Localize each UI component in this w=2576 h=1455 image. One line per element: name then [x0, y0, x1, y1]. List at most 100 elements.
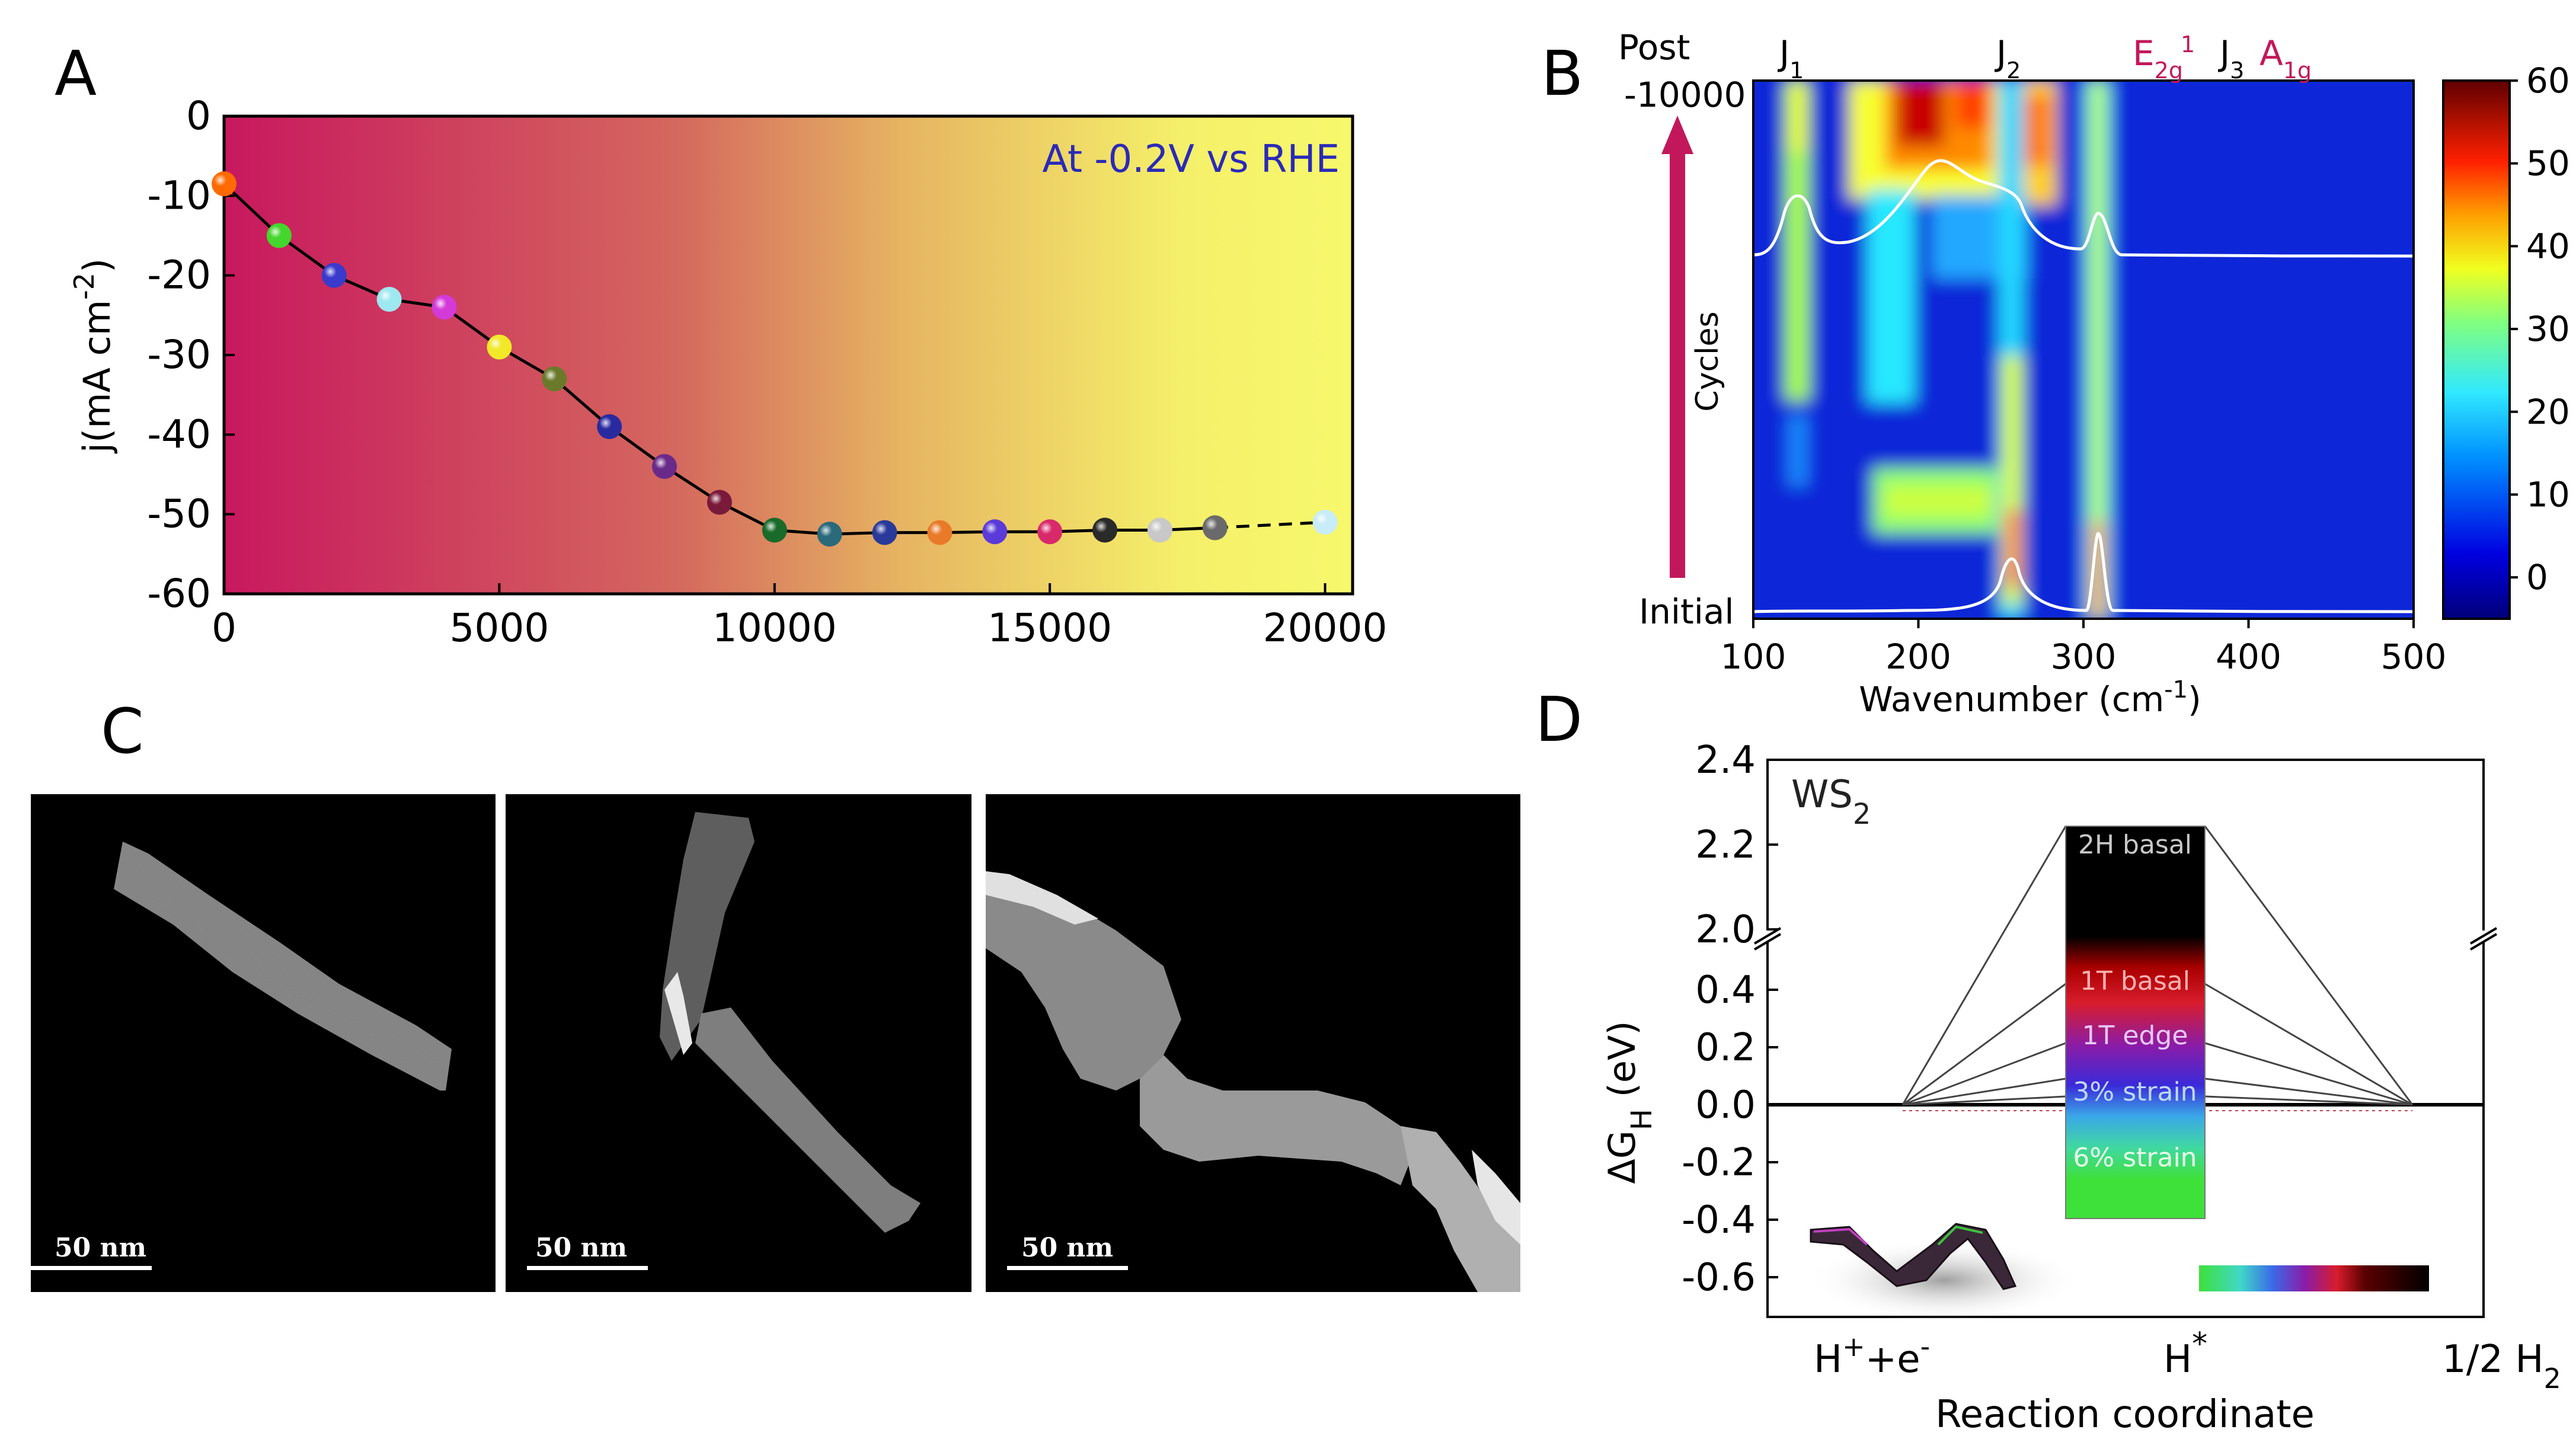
- a-point-shine: [707, 490, 732, 515]
- d-ytick-label: 2.4: [1695, 738, 1756, 782]
- a-xtick-label: 20000: [1263, 605, 1388, 651]
- pathway-lines: [1901, 826, 2414, 1106]
- d-ytick-label: 2.2: [1695, 823, 1756, 867]
- b-peak-J3: J3: [2218, 33, 2244, 84]
- d-title-sub: 2: [1853, 798, 1871, 831]
- nanoribbon-3-top: [986, 871, 1181, 1091]
- d-xtick-2: 1/2 H2: [2442, 1338, 2561, 1395]
- a-series-dash: [1215, 520, 1325, 529]
- scale-bar-2: [527, 1266, 648, 1270]
- panel-c-letter: C: [101, 695, 144, 768]
- a-point-shine: [872, 520, 897, 545]
- a-xtick-label: 0: [212, 605, 236, 651]
- a-point-shine: [1147, 517, 1172, 543]
- b-xtick-label: 200: [1885, 637, 1951, 677]
- a-ytick-label: -10: [147, 172, 211, 218]
- nanoribbon-2-lower: [695, 1008, 921, 1233]
- b-peaks: J1 J2 E2g1 J3 A1g: [1778, 31, 2312, 84]
- d-ytick-label: 0.2: [1695, 1026, 1756, 1070]
- b-xtick-label: 400: [2216, 637, 2281, 677]
- d-level-2: 1T edge: [2082, 1021, 2188, 1051]
- d-xtick-0: H++e-: [1814, 1331, 1930, 1382]
- scale-bar-label-3: 50 nm: [1021, 1233, 1113, 1263]
- tem-image-1: 50 nm: [31, 794, 496, 1292]
- a-point-shine: [212, 171, 236, 197]
- d-level-0: 2H basal: [2078, 830, 2192, 860]
- spectrum-post: [1753, 159, 2414, 258]
- b-xtick-label: 500: [2381, 637, 2447, 677]
- cycles-arrow-head: [1661, 116, 1693, 154]
- a-ytick-label: 0: [186, 93, 211, 139]
- a-xtick-label: 5000: [449, 605, 549, 651]
- nanoribbon-3-mid: [1140, 1055, 1412, 1185]
- colorbar: [2442, 79, 2511, 620]
- scale-bar-3: [1007, 1266, 1128, 1270]
- a-xtick-label: 15000: [987, 605, 1112, 651]
- b-xticks: 100 200 300 400 500: [1721, 619, 2447, 677]
- a-point-shine: [1037, 519, 1063, 545]
- scale-bar-1: [31, 1266, 152, 1270]
- a-ytick-label: -60: [147, 571, 211, 616]
- a-point-shine: [762, 517, 787, 543]
- a-point-shine: [982, 519, 1008, 545]
- a-point-shine: [597, 414, 622, 439]
- d-xlabel: Reaction coordinate: [1935, 1393, 2315, 1437]
- levels-column: [2065, 826, 2206, 1219]
- b-peak-J1: J1: [1778, 33, 1804, 84]
- d-ylabel: ΔGH (eV): [1600, 1021, 1658, 1184]
- d-title-main: WS: [1791, 773, 1853, 817]
- mini-colorbar: [2199, 1265, 2429, 1291]
- d-break-right-1: [2469, 927, 2498, 945]
- a-ytick-label: -20: [147, 252, 211, 298]
- d-xticks: H++e- H* 1/2 H2: [1814, 1326, 2561, 1395]
- a-ytick-label: -50: [147, 491, 211, 537]
- panel-letter-d: D: [1535, 683, 1583, 756]
- d-xtick-1: H*: [2163, 1326, 2207, 1382]
- b-cbtick-label: 40: [2526, 226, 2570, 266]
- d-level-4: 6% strain: [2073, 1143, 2197, 1173]
- d-level-3: 3% strain: [2073, 1077, 2197, 1107]
- b-cbticks: 0 10 20 30 40 50 60: [2510, 60, 2570, 597]
- d-break-left-1: [1753, 927, 1782, 945]
- a-point-shine: [376, 286, 402, 312]
- a-point-shine: [1092, 517, 1118, 543]
- b-xtick-label: 100: [1721, 637, 1786, 677]
- a-point-shine: [432, 295, 457, 320]
- b-xlabel-sup: -1: [2164, 676, 2188, 703]
- a-point-shine: [817, 522, 842, 547]
- d-ytick-label: -0.4: [1682, 1198, 1756, 1242]
- a-point-shine: [927, 520, 953, 545]
- d-ytick-label: 0.0: [1695, 1083, 1756, 1127]
- a-point-shine: [321, 263, 347, 288]
- a-point-shine: [542, 366, 567, 392]
- d-levels: 2H basal 1T basal 1T edge 3% strain 6% strai…: [2073, 830, 2197, 1173]
- a-ytick-label: -40: [147, 411, 211, 457]
- a-ylabel-main: j(mA cm: [75, 300, 119, 454]
- nanoribbon-3-bottom: [1401, 1126, 1520, 1292]
- d-break-left-2: [1753, 933, 1782, 951]
- d-title: WS2: [1791, 773, 1871, 831]
- d-ytick-label: 2.0: [1695, 908, 1756, 952]
- a-point-shine: [487, 334, 512, 360]
- b-cbtick-label: 30: [2526, 309, 2570, 349]
- panel-letter-c: C: [101, 695, 144, 768]
- b-xlabel-main: Wavenumber (cm: [1859, 679, 2164, 719]
- d-ytick-label: -0.2: [1682, 1141, 1756, 1185]
- b-peak-A1g: A1g: [2259, 33, 2312, 84]
- d-yticks: 2.4 2.2 2.0 0.4 0.2 0.0 -0.2 -0.4 -0.6: [1682, 738, 1778, 1300]
- spectrum-initial: [1753, 532, 2414, 613]
- b-top-label: -10000: [1624, 75, 1746, 115]
- b-initial-label: Initial: [1639, 591, 1734, 632]
- a-annotation: At -0.2V vs RHE: [1042, 137, 1340, 181]
- scale-bar-label-2: 50 nm: [535, 1233, 627, 1263]
- panel-b: B: [1541, 27, 2570, 719]
- b-xtick-label: 300: [2051, 637, 2117, 677]
- b-post-label: Post: [1618, 27, 1690, 68]
- a-ylabel: j(mA cm-2): [68, 258, 119, 455]
- panel-letter-b: B: [1541, 37, 1583, 110]
- a-ytick-label: -30: [147, 332, 211, 378]
- d-ytick-label: -0.6: [1682, 1256, 1756, 1300]
- b-cbtick-label: 20: [2526, 392, 2570, 432]
- tem-image-2: 50 nm: [506, 794, 971, 1292]
- panel-letter-a: A: [55, 37, 97, 110]
